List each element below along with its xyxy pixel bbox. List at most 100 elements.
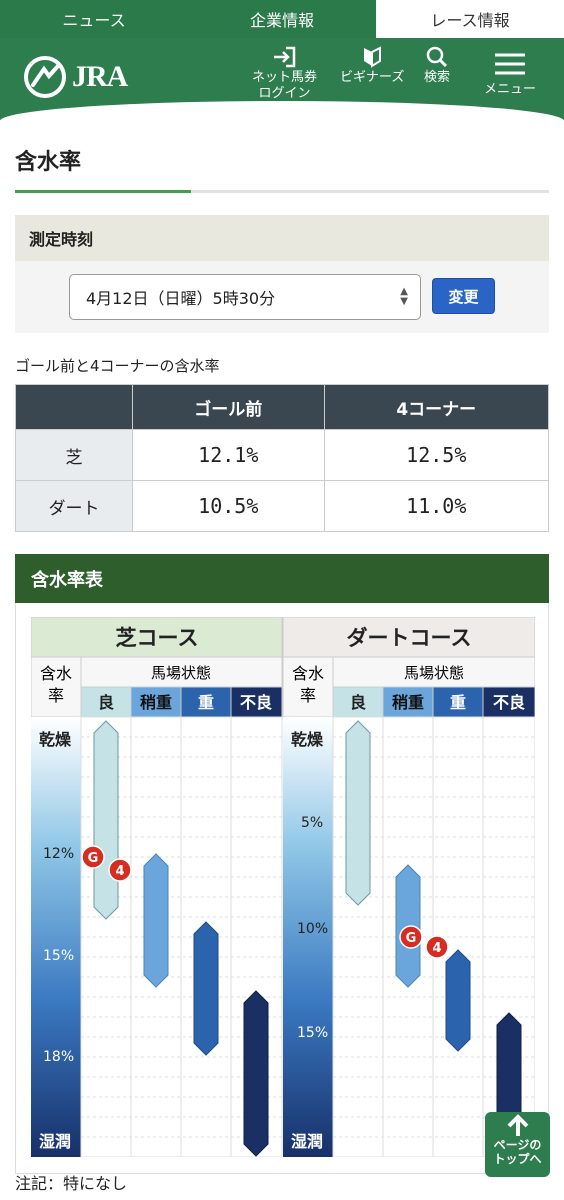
page-title: 含水率 xyxy=(15,150,82,175)
table-corner-cell xyxy=(15,384,133,430)
dirt-condition-good-bg xyxy=(332,686,384,718)
dirt-condition-heavy: 重 xyxy=(450,693,466,712)
turf-condition-bad: 不良 xyxy=(240,693,272,712)
title-underline xyxy=(15,190,549,193)
dirt-tick-label: 10% xyxy=(297,921,328,937)
page-top-line2: トップへ xyxy=(493,1152,542,1166)
moisture-table-caption: ゴール前と4コーナーの含水率 xyxy=(15,357,220,375)
search-button[interactable]: 検索 xyxy=(424,46,450,86)
row-label-turf: 芝 xyxy=(15,429,133,481)
column-header-goal: ゴール前 xyxy=(132,384,325,430)
turf-axis-gradient xyxy=(31,717,81,1157)
turf-range-bad xyxy=(243,990,269,1157)
dirt-tick-label: 15% xyxy=(297,1025,328,1041)
measurement-time-heading: 測定時刻 xyxy=(15,215,549,261)
turf-condition-slightly-heavy: 稍重 xyxy=(140,693,172,712)
search-label: 検索 xyxy=(424,70,451,85)
jra-logo[interactable]: JRA xyxy=(22,54,128,100)
turf-range-good xyxy=(93,720,119,920)
dirt-4corner-marker xyxy=(425,935,449,959)
dirt-axis-header-line2: 率 xyxy=(300,686,316,705)
column-header-4corner: 4コーナー xyxy=(323,384,550,430)
moisture-chart-heading: 含水率表 xyxy=(15,554,549,603)
turf-tick-label: 15% xyxy=(43,948,74,964)
chart-note: 注記：特になし xyxy=(15,1174,128,1193)
measurement-time-body: 4月12日（日曜）5時30分 ▲ ▼ 変更 xyxy=(15,261,549,333)
turf-4corner-marker-label: 4 xyxy=(115,864,124,879)
selected-time-value: 4月12日（日曜）5時30分 xyxy=(86,289,276,308)
dirt-tick-label: 5% xyxy=(301,815,323,831)
dirt-range-heavy xyxy=(445,949,471,1052)
turf-range-heavy xyxy=(193,921,219,1056)
moisture-chart-section: 含水率表 芝コース 含水 率 馬場状態 良 稍重 重 不良 xyxy=(15,554,549,1174)
turf-goal-value: 12.1% xyxy=(132,429,325,481)
dirt-goal-value: 10.5% xyxy=(132,480,325,532)
login-label-line1: ネット馬券 xyxy=(252,70,318,85)
turf-wet-label: 湿潤 xyxy=(38,1132,71,1151)
search-icon xyxy=(426,46,448,68)
dirt-axis-header-line1: 含水 xyxy=(292,664,324,683)
turf-condition-good-bg xyxy=(80,686,132,718)
beginner-mark-icon xyxy=(364,46,382,68)
menu-button[interactable]: メニュー xyxy=(484,52,536,98)
dirt-wet-label: 湿潤 xyxy=(290,1132,323,1151)
login-label-line2: ログイン xyxy=(258,86,311,101)
turf-range-slightly-heavy xyxy=(143,853,169,988)
dirt-status-header: 馬場状態 xyxy=(404,664,464,682)
turf-status-header: 馬場状態 xyxy=(151,664,211,682)
turf-goal-marker-label: G xyxy=(88,851,99,866)
dirt-title: ダートコース xyxy=(347,626,472,650)
dirt-condition-good: 良 xyxy=(350,693,366,712)
select-updown-icon: ▲ ▼ xyxy=(400,286,408,307)
moisture-table: ゴール前 4コーナー 芝 12.1% 12.5% ダート 10.5% 11.0% xyxy=(15,384,550,532)
table-row: 芝 12.1% 12.5% xyxy=(15,429,550,481)
logo-text: JRA xyxy=(72,60,128,93)
turf-dry-label: 乾燥 xyxy=(39,730,72,749)
turf-tick-label: 18% xyxy=(43,1049,74,1065)
dirt-condition-bad: 不良 xyxy=(493,693,525,712)
tab-corporate[interactable]: 企業情報 xyxy=(249,11,314,30)
tab-race-info[interactable]: レース情報 xyxy=(376,0,564,38)
turf-panel: 芝コース 含水 率 馬場状態 良 稍重 重 不良 乾燥 湿潤 12% 15% 1… xyxy=(31,617,283,1157)
dirt-goal-marker xyxy=(399,925,423,949)
tab-news[interactable]: ニュース xyxy=(62,11,126,30)
dirt-condition-slightly-heavy-bg xyxy=(382,686,434,718)
dirt-goal-marker-label: G xyxy=(406,931,417,946)
dirt-status-header-bg xyxy=(332,656,535,688)
page-top-button[interactable]: ページの トップへ xyxy=(485,1112,550,1177)
page-top-line1: ページの xyxy=(493,1138,542,1152)
measurement-time-panel: 測定時刻 4月12日（日曜）5時30分 ▲ ▼ 変更 xyxy=(15,215,549,333)
beginners-button[interactable]: ビギナーズ xyxy=(340,46,404,86)
table-header-row: ゴール前 4コーナー xyxy=(15,384,550,430)
turf-condition-bad-bg xyxy=(230,686,283,718)
dirt-condition-slightly-heavy: 稍重 xyxy=(392,693,424,712)
turf-goal-marker xyxy=(81,845,105,869)
hamburger-menu-icon xyxy=(495,53,525,75)
dirt-condition-heavy-bg xyxy=(432,686,484,718)
row-label-dirt: ダート xyxy=(15,480,133,532)
turf-title: 芝コース xyxy=(116,626,199,650)
dirt-4corner-value: 11.0% xyxy=(323,480,550,532)
top-tab-bar: ニュース 企業情報 レース情報 xyxy=(0,0,564,38)
turf-4corner-marker xyxy=(108,858,132,882)
turf-axis-header-line1: 含水 xyxy=(40,664,72,683)
dirt-4corner-marker-label: 4 xyxy=(432,941,441,956)
dirt-dry-label: 乾燥 xyxy=(291,730,324,749)
turf-condition-slightly-heavy-bg xyxy=(130,686,182,718)
site-header: JRA ネット馬券 ログイン ビギナーズ 検索 メニュー xyxy=(0,38,564,121)
turf-axis-header xyxy=(31,656,82,718)
change-button[interactable]: 変更 xyxy=(432,278,495,314)
moisture-chart: 芝コース 含水 率 馬場状態 良 稍重 重 不良 乾燥 湿潤 12% 15% 1… xyxy=(31,617,535,1157)
turf-4corner-value: 12.5% xyxy=(323,429,550,481)
arrow-up-icon xyxy=(507,1114,528,1136)
net-betting-login-button[interactable]: ネット馬券 ログイン xyxy=(252,46,317,102)
turf-title-bg xyxy=(31,617,283,658)
dirt-axis-gradient xyxy=(283,717,333,1157)
menu-label: メニュー xyxy=(484,82,537,97)
dirt-range-good xyxy=(345,720,371,906)
dirt-panel: ダートコース 含水 率 馬場状態 良 稍重 重 不良 乾燥 湿潤 5% 10% … xyxy=(282,617,535,1157)
beginners-label: ビギナーズ xyxy=(340,70,405,85)
jra-horse-logo-icon xyxy=(24,56,66,98)
measurement-time-select[interactable]: 4月12日（日曜）5時30分 ▲ ▼ xyxy=(69,274,421,320)
table-row: ダート 10.5% 11.0% xyxy=(15,480,550,532)
